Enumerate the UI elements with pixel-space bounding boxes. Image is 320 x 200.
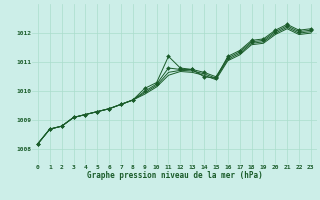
X-axis label: Graphe pression niveau de la mer (hPa): Graphe pression niveau de la mer (hPa) bbox=[86, 171, 262, 180]
